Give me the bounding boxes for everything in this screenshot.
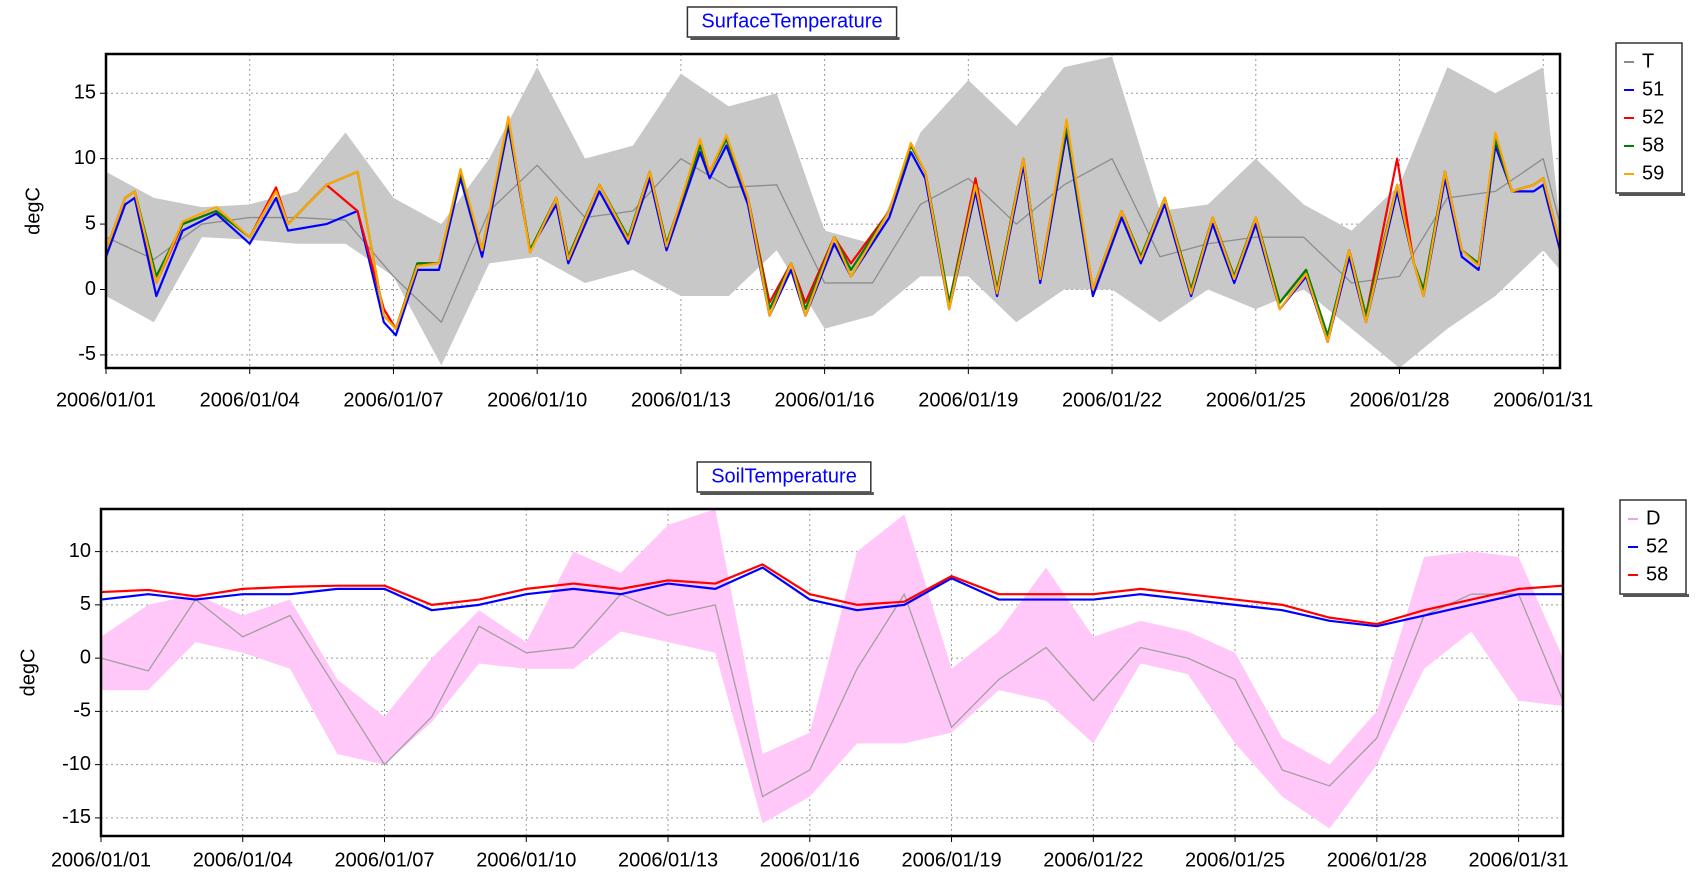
legend-label: 58 (1646, 563, 1668, 585)
legend-label: 58 (1642, 134, 1664, 156)
title-box (696, 461, 872, 493)
y-tick-label: -5 (78, 343, 96, 365)
title-shadow (690, 37, 900, 40)
legend-label: T (1642, 50, 1654, 72)
x-tick-label: 2006/01/10 (476, 849, 576, 871)
title-shadow (700, 492, 874, 495)
plot-frame (99, 507, 1565, 838)
x-tick-label: 2006/01/13 (618, 849, 718, 871)
plot-frame (104, 52, 1562, 370)
series-line (100, 566, 1563, 628)
legend-label: 52 (1646, 535, 1668, 557)
x-tick-label: 2006/01/10 (487, 389, 587, 411)
x-tick-label: 2006/01/07 (334, 849, 434, 871)
chart-title: SoilTemperature (711, 465, 857, 487)
x-tick-label: 2006/01/13 (631, 389, 731, 411)
x-tick-label: 2006/01/19 (918, 389, 1018, 411)
legend-label: 52 (1642, 106, 1664, 128)
series-line (104, 115, 1562, 343)
x-tick-label: 2006/01/01 (51, 849, 151, 871)
x-tick-label: 2006/01/25 (1206, 389, 1306, 411)
legend-label: D (1646, 507, 1660, 529)
series-line (100, 563, 1564, 626)
x-tick-label: 2006/01/25 (1185, 849, 1285, 871)
x-tick-label: 2006/01/28 (1349, 389, 1449, 411)
x-tick-label: 2006/01/22 (1043, 849, 1143, 871)
legend-box (1615, 42, 1683, 194)
range-band (101, 509, 1563, 829)
x-tick-label: 2006/01/16 (775, 389, 875, 411)
x-tick-label: 2006/01/16 (760, 849, 860, 871)
x-tick-label: 2006/01/28 (1327, 849, 1427, 871)
x-tick-label: 2006/01/04 (200, 389, 300, 411)
legend-label: 51 (1642, 78, 1664, 100)
legend-shadow (1623, 594, 1689, 597)
y-tick-label: 15 (74, 82, 96, 104)
chart-title: SurfaceTemperature (701, 10, 882, 32)
legend-shadow (1619, 193, 1685, 196)
y-tick-label: 10 (74, 147, 96, 169)
y-tick-label: 10 (69, 540, 91, 562)
series-line (100, 593, 1564, 798)
y-axis-label: degC (17, 649, 39, 697)
y-tick-label: 0 (85, 278, 96, 300)
x-tick-label: 2006/01/07 (343, 389, 443, 411)
y-tick-label: 5 (80, 593, 91, 615)
range-band (106, 56, 1560, 368)
y-tick-label: 0 (80, 646, 91, 668)
y-tick-label: -15 (62, 806, 91, 828)
x-tick-label: 2006/01/31 (1493, 389, 1593, 411)
x-tick-label: 2006/01/19 (901, 849, 1001, 871)
x-tick-label: 2006/01/22 (1062, 389, 1162, 411)
x-tick-label: 2006/01/31 (1469, 849, 1569, 871)
legend-label: 59 (1642, 162, 1664, 184)
y-axis-label: degC (22, 187, 44, 235)
y-tick-label: 5 (85, 212, 96, 234)
x-tick-label: 2006/01/04 (193, 849, 293, 871)
y-tick-label: -5 (73, 700, 91, 722)
x-tick-label: 2006/01/01 (56, 389, 156, 411)
y-tick-label: -10 (62, 753, 91, 775)
